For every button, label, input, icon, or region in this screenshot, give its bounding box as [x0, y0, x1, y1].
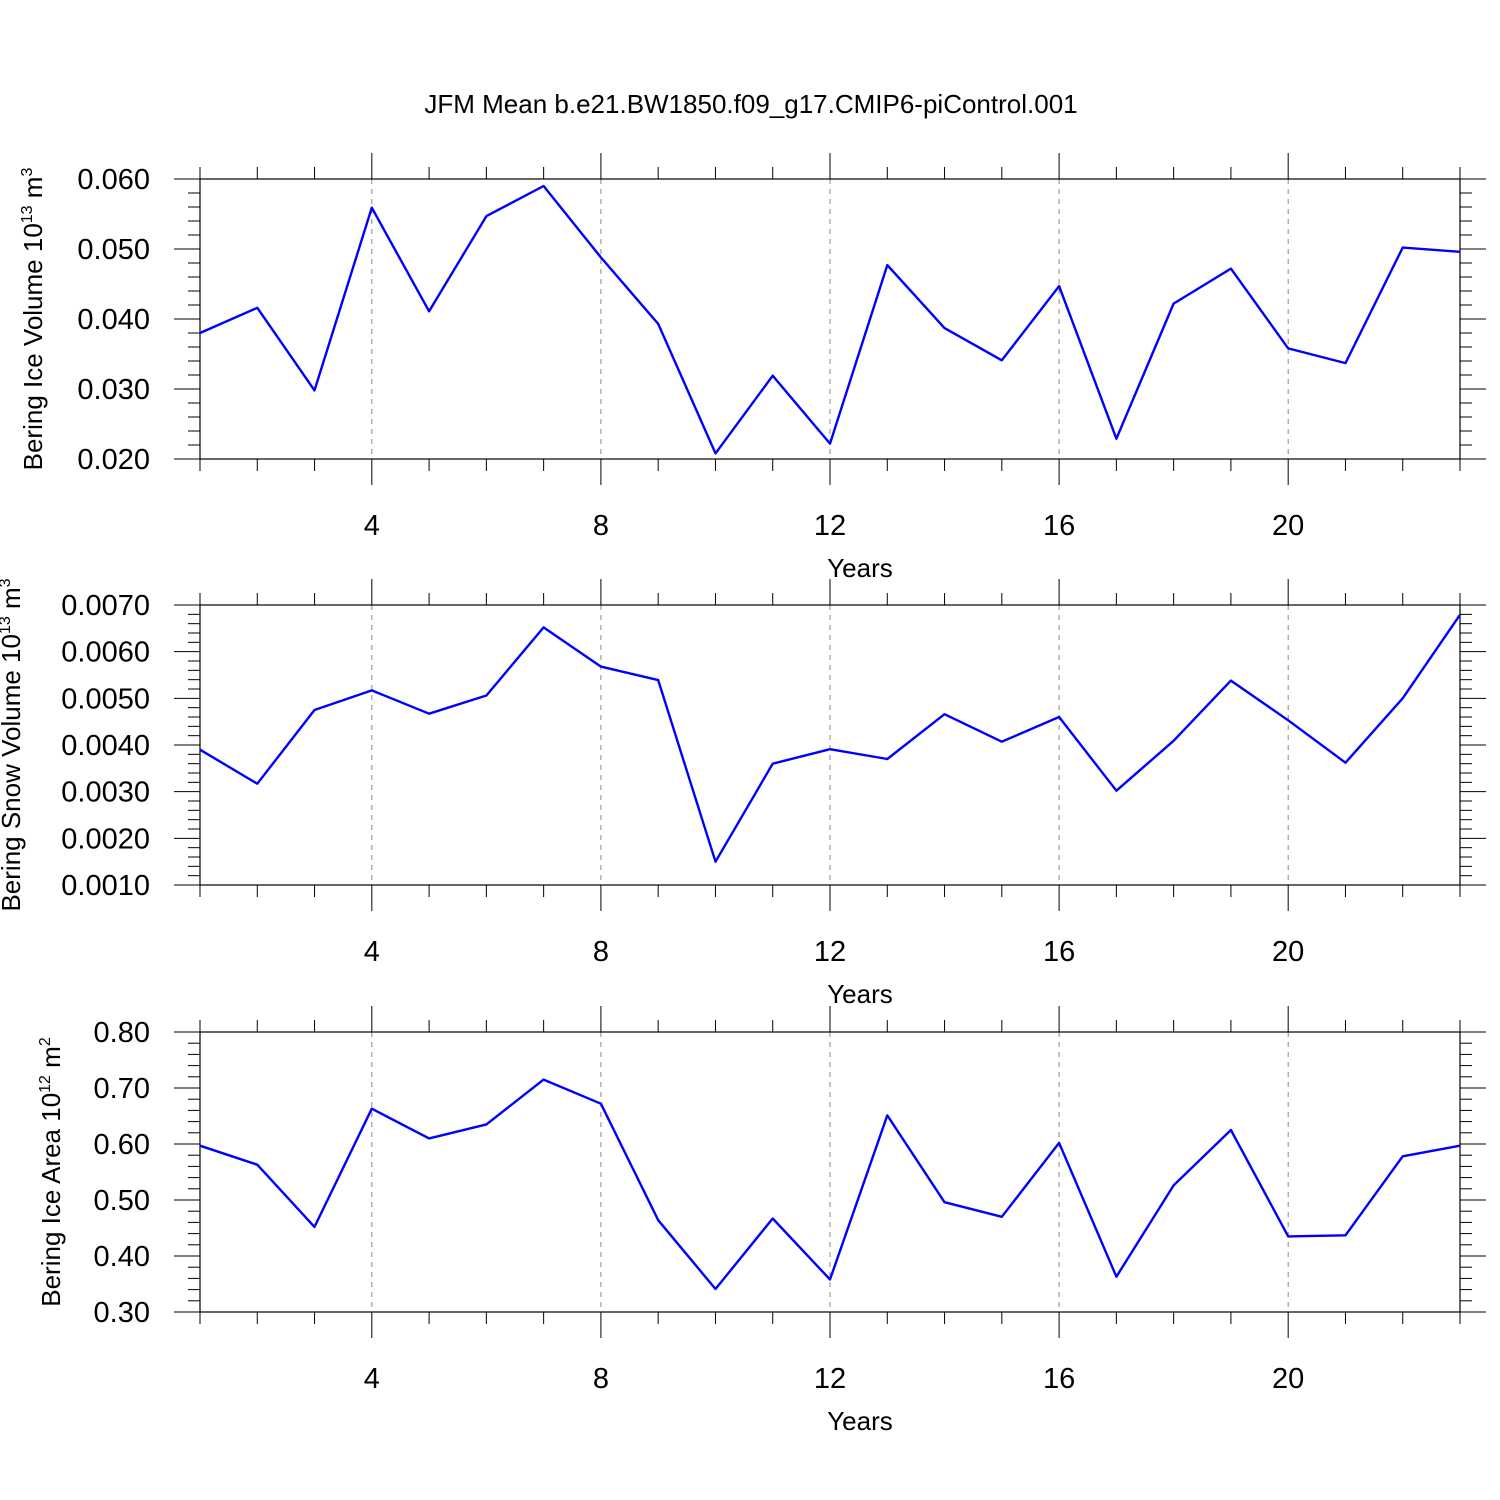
panels: 4 8 12 16 20 0.020 0.030 0.040 0.050 0.060 Years Be…	[0, 153, 1486, 1436]
series-line-1	[199, 184, 1461, 455]
y-tick-label: 0.0010	[61, 870, 150, 902]
x-tick-label: 20	[1272, 1363, 1304, 1395]
x-tick-label: 4	[364, 1363, 380, 1395]
x-tick-label: 8	[593, 936, 609, 968]
y-axis-title: Bering Ice Volume 1013 m3	[18, 168, 48, 471]
x-tick-label: 12	[814, 1363, 846, 1395]
y-tick-label: 0.50	[94, 1185, 150, 1217]
x-tick-label: 16	[1043, 1363, 1075, 1395]
y-tick-label: 0.80	[94, 1017, 150, 1049]
y-tick-label: 0.60	[94, 1129, 150, 1161]
chart-panel-3: 4 8 12 16 20 0.30 0.40 0.50 0.60 0.70 0.80 Years Ber…	[36, 1006, 1486, 1436]
chart-panel-2: 4 8 12 16 20 0.0010 0.0020 0.0030 0.0040 0.0050 0.…	[0, 578, 1486, 1009]
y-tick-label: 0.70	[94, 1073, 150, 1105]
chart-panel-1: 4 8 12 16 20 0.020 0.030 0.040 0.050 0.060 Years Be…	[18, 153, 1486, 583]
y-tick-label: 0.0030	[61, 777, 150, 809]
x-tick-label: 20	[1272, 936, 1304, 968]
x-tick-label: 4	[364, 510, 380, 542]
y-axis-title: Bering Ice Area 1012 m2	[36, 1037, 66, 1307]
x-tick-label: 8	[593, 510, 609, 542]
x-axis-title: Years	[827, 1406, 893, 1436]
y-tick-label: 0.050	[77, 234, 150, 266]
x-tick-label: 12	[814, 510, 846, 542]
x-tick-label: 20	[1272, 510, 1304, 542]
y-tick-label: 0.40	[94, 1241, 150, 1273]
y-tick-label: 0.30	[94, 1297, 150, 1329]
y-tick-label: 0.0070	[61, 590, 150, 622]
x-tick-label: 4	[364, 936, 380, 968]
x-axis-title: Years	[827, 979, 893, 1009]
y-tick-label: 0.0060	[61, 637, 150, 669]
y-axis-title: Bering Snow Volume 1013 m3	[0, 578, 26, 911]
x-tick-label: 12	[814, 936, 846, 968]
series-line-1	[199, 1078, 1461, 1291]
y-tick-label: 0.0020	[61, 823, 150, 855]
y-tick-label: 0.030	[77, 374, 150, 406]
x-tick-label: 16	[1043, 510, 1075, 542]
x-tick-label: 16	[1043, 936, 1075, 968]
x-axis-title: Years	[827, 553, 893, 583]
y-tick-label: 0.060	[77, 164, 150, 196]
figure-title: JFM Mean b.e21.BW1850.f09_g17.CMIP6-piCo…	[424, 89, 1077, 119]
y-tick-label: 0.020	[77, 444, 150, 476]
x-tick-label: 8	[593, 1363, 609, 1395]
series-line-1	[199, 614, 1461, 863]
y-tick-label: 0.0040	[61, 730, 150, 762]
y-tick-label: 0.0050	[61, 683, 150, 715]
y-tick-label: 0.040	[77, 304, 150, 336]
